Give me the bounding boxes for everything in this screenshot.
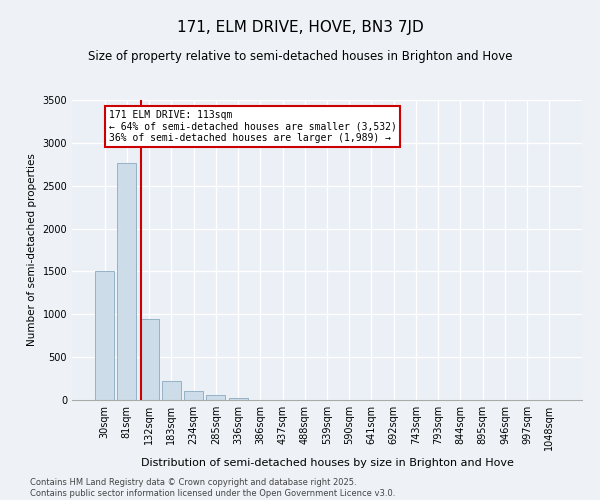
Bar — [229, 398, 248, 400]
Bar — [184, 390, 203, 400]
Text: 171, ELM DRIVE, HOVE, BN3 7JD: 171, ELM DRIVE, HOVE, BN3 7JD — [176, 20, 424, 35]
Bar — [162, 381, 181, 400]
Bar — [118, 164, 136, 400]
Bar — [95, 270, 114, 400]
Bar — [140, 318, 158, 400]
Text: Contains HM Land Registry data © Crown copyright and database right 2025.
Contai: Contains HM Land Registry data © Crown c… — [30, 478, 395, 498]
Bar — [206, 395, 225, 400]
X-axis label: Distribution of semi-detached houses by size in Brighton and Hove: Distribution of semi-detached houses by … — [140, 458, 514, 468]
Y-axis label: Number of semi-detached properties: Number of semi-detached properties — [27, 154, 37, 346]
Text: 171 ELM DRIVE: 113sqm
← 64% of semi-detached houses are smaller (3,532)
36% of s: 171 ELM DRIVE: 113sqm ← 64% of semi-deta… — [109, 110, 397, 144]
Text: Size of property relative to semi-detached houses in Brighton and Hove: Size of property relative to semi-detach… — [88, 50, 512, 63]
